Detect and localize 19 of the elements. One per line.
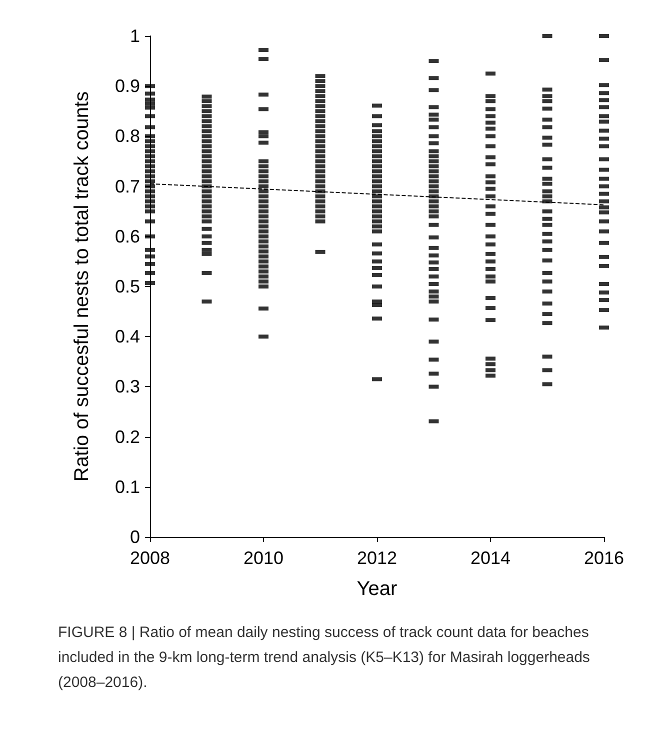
x-tick-label: 2012 [356,548,398,568]
x-axis-title: Year [356,578,398,600]
y-tick-label: 0.1 [114,476,140,497]
x-tick-label: 2010 [243,548,284,568]
y-tick-label: 0.4 [114,326,140,347]
x-tick-label: 2016 [584,548,624,568]
x-tick-label: 2008 [130,548,170,568]
y-axis-title: Ratio of succesful nests to total track counts [71,91,93,482]
y-tick-label: 0.7 [114,176,140,196]
x-tick-label: 2014 [470,548,511,568]
caption: FIGURE 8 | Ratio of mean daily nesting success of track count data for beaches included in the 9-km long-term trend analysis (K5–K13) for Masirah loggerheads (2008–2016). [58,624,594,691]
y-tick-label: 0.5 [114,276,140,296]
y-tick-label: 0.6 [114,226,140,246]
y-tick-label: 0.3 [114,376,140,397]
y-tick-label: 0.9 [114,76,140,96]
y-tick-label: 0 [130,527,140,547]
y-tick-label: 1 [130,26,140,46]
y-tick-label: 0.2 [114,426,140,447]
y-tick-label: 0.8 [114,126,140,146]
